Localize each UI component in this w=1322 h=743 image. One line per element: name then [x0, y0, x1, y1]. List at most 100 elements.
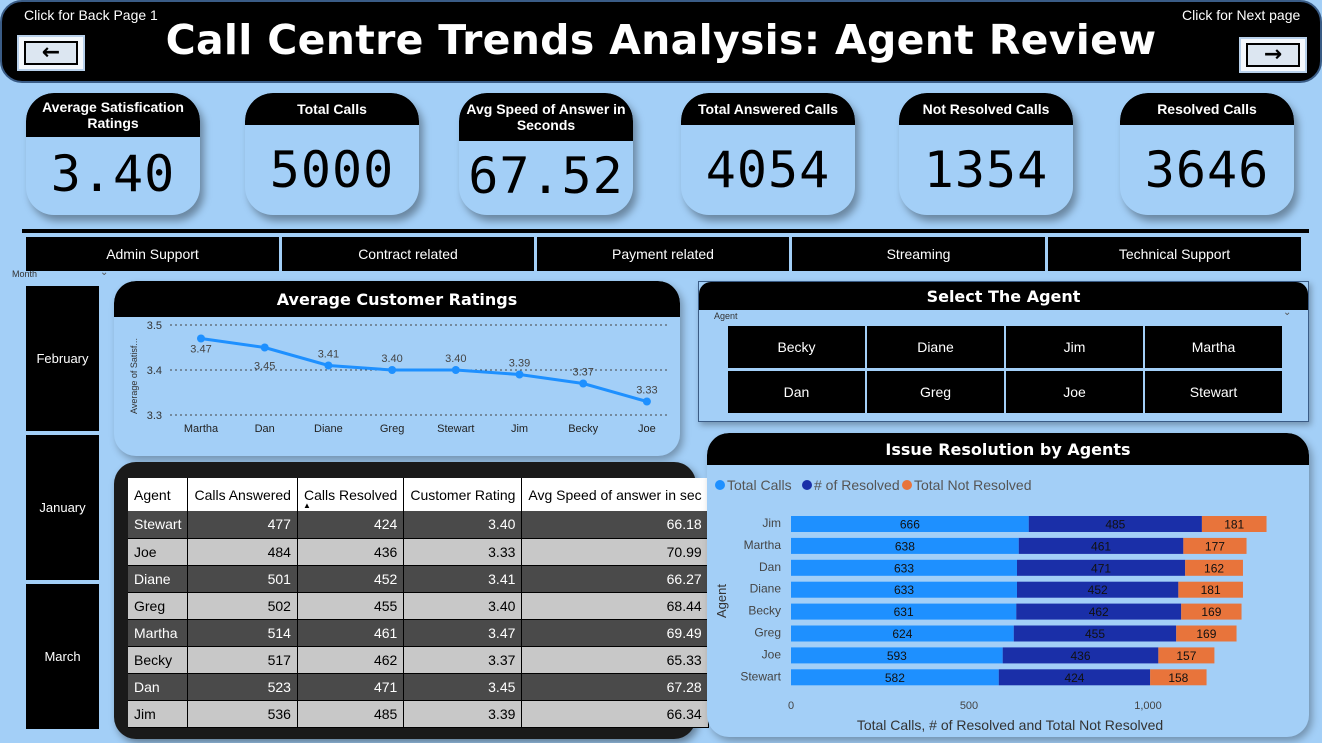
agent-button-jim[interactable]: Jim	[1006, 326, 1143, 368]
category-contract-related[interactable]: Contract related	[282, 237, 534, 271]
data-point	[197, 334, 205, 343]
x-axis-label: Total Calls, # of Resolved and Total Not…	[857, 717, 1163, 733]
bar-segment	[1016, 603, 1182, 620]
y-tick-label: Martha	[744, 538, 782, 552]
table-row[interactable]: Martha 514 461 3.47 69.49	[128, 619, 709, 647]
month-january[interactable]: January	[26, 435, 99, 580]
table-cell: 523	[187, 673, 298, 701]
data-point	[324, 361, 333, 370]
legend-marker	[802, 480, 812, 490]
table-cell: 3.33	[403, 538, 523, 566]
table-cell: Dan	[128, 673, 189, 701]
agent-slicer-label: Agent	[714, 311, 738, 321]
table-row[interactable]: Joe 484 436 3.33 70.99	[128, 538, 709, 566]
table-header-row: Agent Calls Answered Calls Resolved ▲ Cus…	[128, 478, 709, 511]
agent-button-becky[interactable]: Becky	[728, 326, 865, 368]
x-tick-label: Stewart	[437, 423, 474, 435]
data-point	[388, 366, 397, 374]
category-payment-related[interactable]: Payment related	[537, 237, 789, 271]
agent-button-diane[interactable]: Diane	[867, 326, 1004, 368]
category-admin-support[interactable]: Admin Support	[26, 237, 279, 271]
y-tick-label: Jim	[762, 516, 781, 530]
data-label: 3.33	[636, 385, 657, 397]
kpi-value: 3.40	[50, 145, 176, 203]
category-streaming[interactable]: Streaming	[792, 237, 1045, 271]
y-tick-label: Greg	[754, 626, 781, 640]
data-point	[451, 366, 460, 374]
ratings-line-chart: Average of Satisf... 3.5 3.4 3.3 3.47 Mar…	[129, 320, 670, 435]
column-header-avg-speed[interactable]: Avg Speed of answer in sec	[521, 478, 709, 511]
bar-segment	[1028, 516, 1202, 532]
agent-button-greg[interactable]: Greg	[867, 371, 1004, 413]
table-cell: Jim	[128, 700, 189, 728]
column-header-calls-answered[interactable]: Calls Answered	[187, 478, 298, 511]
bar-segment	[1201, 516, 1267, 532]
x-tick-label: Becky	[568, 423, 598, 435]
ratings-chart-card: Average Customer Ratings Average of Sati…	[114, 281, 680, 456]
kpi-label: Total Answered Calls	[681, 93, 855, 125]
data-label: 462	[1089, 605, 1109, 619]
kpi-value: 1354	[923, 141, 1049, 199]
table-cell: 536	[187, 700, 298, 728]
kpi-avg-satisfaction: Average Satisfication Ratings 3.40	[26, 93, 200, 215]
bar-segment	[1016, 581, 1179, 598]
table-cell: 69.49	[521, 619, 709, 647]
table-cell: 485	[297, 700, 405, 728]
column-header-agent[interactable]: Agent	[128, 478, 189, 511]
table-cell: 3.40	[403, 592, 523, 620]
legend-marker	[715, 480, 725, 490]
agent-button-joe[interactable]: Joe	[1006, 371, 1143, 413]
table-cell: 436	[297, 538, 405, 566]
bar-segment	[791, 669, 999, 686]
kpi-value: 3646	[1144, 141, 1270, 199]
table-cell: 455	[297, 592, 405, 620]
data-label: 3.47	[190, 344, 211, 356]
month-february[interactable]: February	[26, 286, 99, 431]
agent-button-stewart[interactable]: Stewart	[1145, 371, 1282, 413]
agent-button-martha[interactable]: Martha	[1145, 326, 1282, 368]
agent-button-dan[interactable]: Dan	[728, 371, 865, 413]
table-row[interactable]: Stewart 477 424 3.40 66.18	[128, 511, 709, 539]
bar-segment	[1016, 559, 1186, 576]
table-cell: Diane	[128, 565, 189, 593]
kpi-value: 5000	[269, 141, 395, 199]
data-point	[642, 397, 651, 406]
chevron-down-icon[interactable]: ⌄	[1283, 307, 1292, 318]
bar-segment	[791, 537, 1019, 554]
y-tick-label: Becky	[748, 604, 781, 618]
table-row[interactable]: Greg 502 455 3.40 68.44	[128, 592, 709, 620]
table-row[interactable]: Diane 501 452 3.41 66.27	[128, 565, 709, 593]
resolution-chart-title: Issue Resolution by Agents	[707, 433, 1309, 465]
column-header-customer-rating[interactable]: Customer Rating	[403, 478, 523, 511]
back-page-label: Click for Back Page 1	[24, 7, 158, 23]
data-label: 3.45	[254, 361, 275, 373]
header-bar	[0, 0, 1322, 83]
table-cell: 501	[187, 565, 298, 593]
agent-table-card: Agent Calls Answered Calls Resolved ▲ Cus…	[114, 462, 709, 739]
data-point	[260, 343, 269, 352]
column-header-calls-resolved[interactable]: Calls Resolved ▲	[297, 478, 405, 511]
table-row[interactable]: Dan 523 471 3.45 67.28	[128, 673, 709, 701]
data-label: 452	[1088, 583, 1108, 597]
table-cell: Becky	[128, 646, 189, 674]
chevron-down-icon[interactable]: ⌄	[100, 267, 109, 278]
bar-segment	[791, 647, 1003, 664]
table-row[interactable]: Jim 536 485 3.39 66.34	[128, 700, 709, 728]
data-point	[515, 370, 524, 379]
table-cell: 66.34	[521, 700, 709, 728]
table-cell: Martha	[128, 619, 189, 647]
next-page-button[interactable]: →	[1236, 34, 1310, 76]
legend-label: # of Resolved	[814, 477, 900, 493]
kpi-label: Resolved Calls	[1120, 93, 1294, 125]
bar-segment	[1176, 625, 1237, 642]
category-technical-support[interactable]: Technical Support	[1048, 237, 1301, 271]
data-label: 3.41	[318, 349, 339, 361]
data-label: 169	[1196, 627, 1216, 641]
bar-segment	[1185, 559, 1243, 576]
table-row[interactable]: Becky 517 462 3.37 65.33	[128, 646, 709, 674]
agent-slicer: Select The Agent Agent ⌄ Becky Diane Jim…	[698, 281, 1309, 422]
month-march[interactable]: March	[26, 584, 99, 729]
back-page-button[interactable]: ←	[14, 32, 88, 74]
data-label: 624	[892, 627, 912, 641]
legend-label: Total Calls	[727, 477, 792, 493]
